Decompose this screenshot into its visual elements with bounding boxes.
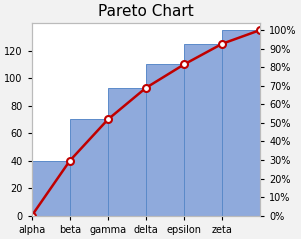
Bar [70, 120, 108, 216]
Bar [32, 161, 70, 216]
Bar [222, 30, 260, 216]
Bar [108, 88, 146, 216]
Bar [184, 44, 222, 216]
Bar [146, 64, 184, 216]
Title: Pareto Chart: Pareto Chart [98, 4, 194, 19]
